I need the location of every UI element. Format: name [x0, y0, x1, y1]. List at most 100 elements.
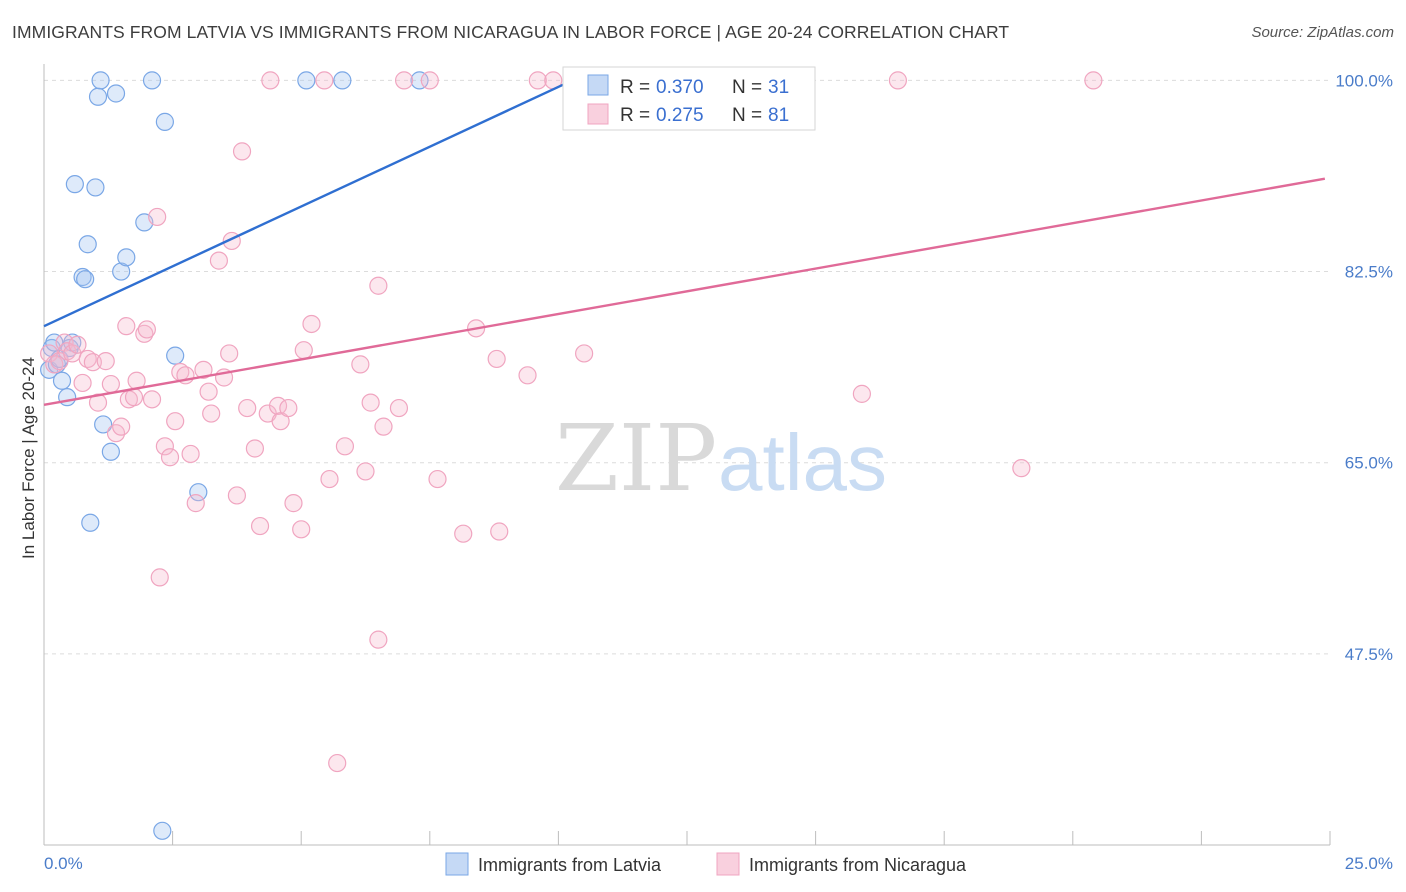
grid-lines [44, 79, 1330, 655]
point-nicaragua-0 [40, 344, 59, 363]
point-latvia-17 [94, 415, 113, 434]
point-nicaragua-78 [888, 71, 908, 90]
point-latvia-27 [189, 483, 208, 502]
point-nicaragua-53 [320, 469, 339, 489]
legend-r-value-nicaragua: 0.275 [656, 105, 704, 126]
point-nicaragua-59 [369, 630, 388, 649]
point-latvia-12 [78, 235, 97, 254]
point-latvia-28 [297, 71, 316, 90]
point-nicaragua-71 [528, 71, 547, 90]
point-nicaragua-55 [335, 437, 355, 456]
point-nicaragua-57 [356, 462, 375, 481]
point-nicaragua-64 [420, 71, 439, 90]
point-nicaragua-68 [487, 349, 506, 369]
point-nicaragua-36 [220, 344, 239, 363]
point-latvia-15 [88, 87, 108, 106]
point-latvia-11 [76, 270, 95, 289]
point-nicaragua-21 [142, 390, 162, 409]
point-latvia-5 [52, 371, 72, 390]
point-nicaragua-79 [1012, 459, 1031, 478]
point-latvia-9 [65, 175, 84, 194]
x-tick-labels: 0.0% 25.0% [44, 854, 1393, 873]
point-nicaragua-22 [148, 207, 167, 227]
point-nicaragua-9 [83, 353, 102, 372]
legend-r-label-nicaragua: R = [620, 105, 650, 126]
point-nicaragua-15 [117, 317, 136, 336]
point-latvia-10 [73, 267, 92, 287]
watermark-zip: ZIP [555, 405, 717, 512]
legend-r-label-latvia: R = [620, 77, 650, 98]
trend-line-latvia [43, 73, 585, 328]
point-nicaragua-14 [112, 417, 131, 436]
point-latvia-21 [117, 248, 136, 267]
point-nicaragua-42 [250, 516, 270, 536]
y-axis-label: In Labor Force | Age 20-24 [19, 357, 38, 559]
legend-n-value-nicaragua: 81 [768, 105, 789, 126]
bottom-legend-swatch-nicaragua [716, 852, 740, 876]
legend-n-value-latvia: 31 [768, 77, 789, 98]
bottom-legend-label-latvia: Immigrants from Latvia [478, 855, 662, 875]
point-nicaragua-20 [137, 320, 156, 339]
point-latvia-16 [91, 71, 110, 90]
y-tick-label-1: 65.0% [1345, 454, 1393, 473]
x-tick-label-0: 0.0% [44, 854, 83, 873]
point-nicaragua-51 [302, 314, 321, 334]
point-nicaragua-62 [389, 398, 409, 418]
point-nicaragua-12 [101, 374, 120, 394]
point-nicaragua-33 [202, 404, 221, 423]
point-nicaragua-80 [1084, 71, 1103, 90]
point-nicaragua-38 [227, 486, 246, 505]
point-latvia-19 [106, 84, 126, 103]
y-tick-label-0: 47.5% [1345, 645, 1393, 664]
point-nicaragua-52 [315, 71, 334, 90]
point-latvia-13 [81, 513, 100, 532]
data-points [40, 71, 1103, 840]
point-nicaragua-34 [209, 251, 228, 270]
trend-lines [43, 73, 1326, 406]
legend-r-value-latvia: 0.370 [656, 77, 704, 98]
point-nicaragua-1 [45, 355, 64, 374]
point-latvia-30 [410, 71, 429, 90]
legend-swatch-latvia [587, 74, 609, 96]
point-nicaragua-43 [261, 71, 280, 90]
point-nicaragua-23 [150, 568, 169, 587]
point-nicaragua-32 [199, 382, 218, 401]
point-nicaragua-24 [155, 437, 174, 456]
legend-n-label-latvia: N = [732, 77, 762, 98]
legend-n-label-nicaragua: N = [732, 105, 762, 126]
y-tick-label-3: 100.0% [1335, 71, 1393, 90]
point-nicaragua-6 [68, 335, 87, 354]
point-latvia-6 [58, 388, 77, 407]
point-latvia-14 [86, 178, 105, 197]
point-nicaragua-73 [575, 344, 594, 363]
point-nicaragua-29 [181, 444, 200, 464]
point-nicaragua-77 [852, 384, 871, 403]
point-nicaragua-8 [78, 349, 97, 369]
point-latvia-26 [166, 346, 185, 365]
point-nicaragua-25 [160, 448, 180, 467]
point-nicaragua-11 [96, 352, 115, 371]
chart-title: IMMIGRANTS FROM LATVIA VS IMMIGRANTS FRO… [12, 22, 1010, 42]
point-nicaragua-69 [490, 522, 509, 541]
point-nicaragua-60 [369, 276, 388, 295]
point-nicaragua-17 [124, 388, 144, 407]
bottom-legend-swatch-latvia [445, 852, 469, 876]
point-nicaragua-58 [361, 393, 380, 412]
point-latvia-29 [333, 71, 352, 90]
point-latvia-23 [142, 71, 162, 90]
source-label: Source: ZipAtlas.com [1251, 24, 1394, 41]
point-latvia-18 [101, 442, 120, 461]
y-tick-label-2: 82.5% [1345, 263, 1393, 282]
point-nicaragua-39 [232, 142, 252, 161]
point-nicaragua-54 [328, 753, 347, 773]
trend-line-nicaragua [43, 177, 1326, 406]
point-nicaragua-40 [238, 398, 257, 418]
point-nicaragua-31 [194, 360, 213, 379]
bottom-legend: Immigrants from Latvia Immigrants from N… [445, 852, 967, 876]
point-nicaragua-65 [428, 469, 447, 489]
legend-swatch-nicaragua [587, 103, 609, 125]
point-nicaragua-7 [73, 373, 92, 393]
point-nicaragua-47 [279, 398, 298, 418]
point-nicaragua-70 [518, 366, 537, 385]
